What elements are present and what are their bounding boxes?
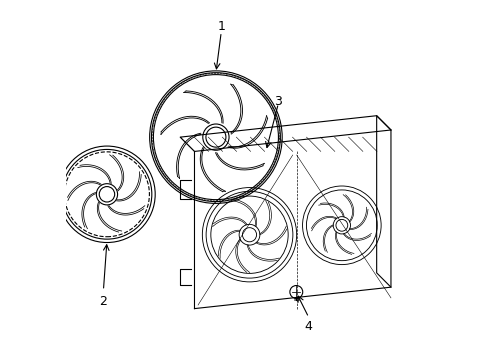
Text: 1: 1 [217, 20, 225, 33]
Text: 3: 3 [274, 95, 282, 108]
Text: 4: 4 [304, 320, 312, 333]
Text: 2: 2 [99, 295, 107, 308]
